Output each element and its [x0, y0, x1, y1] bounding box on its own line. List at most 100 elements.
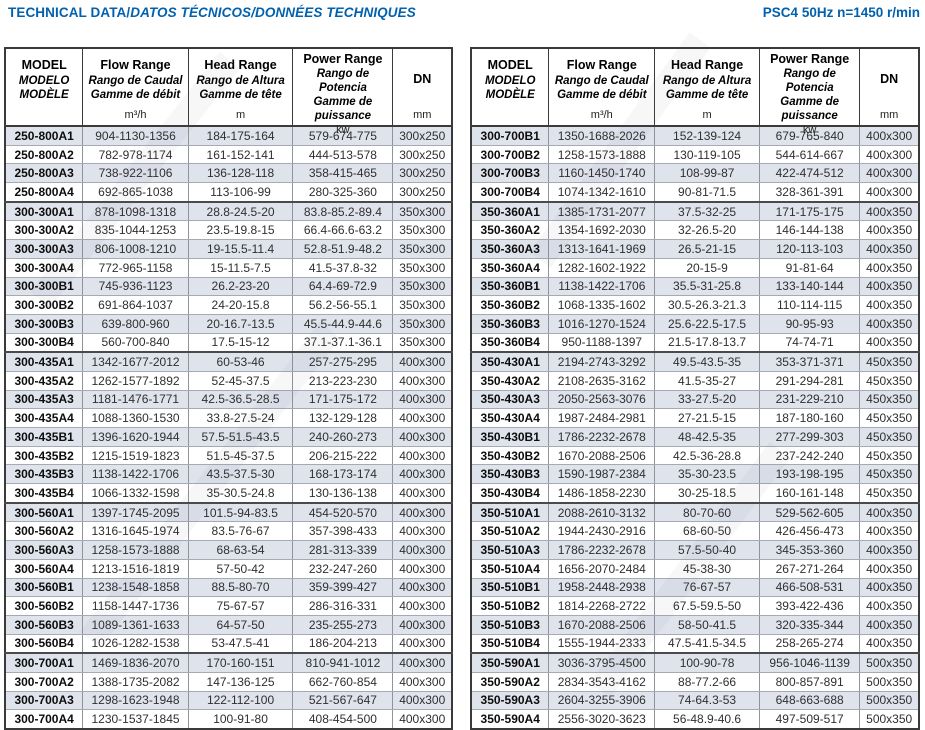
- dn-cell: 400x350: [859, 276, 920, 297]
- dn-cell: 300x250: [392, 182, 453, 203]
- power-label-es: Rango de Potencia: [783, 68, 836, 95]
- model-label-fr: MODÈLE: [19, 88, 69, 101]
- dn-cell: 400x300: [859, 125, 920, 146]
- model-label-es: MODELO: [18, 74, 70, 87]
- model-cell: 250-800A3: [4, 163, 84, 184]
- model-cell: 300-435A4: [4, 408, 84, 428]
- head-label-fr: Gamme de tête: [199, 88, 282, 101]
- head-range-cell: 68-60-50: [654, 521, 760, 542]
- flow-label-fr: Gamme de débit: [557, 88, 647, 101]
- flow-range-cell: 692-865-1038: [82, 182, 189, 203]
- power-range-cell: 277-299-303: [758, 427, 861, 447]
- flow-range-cell: 1350-1688-2026: [548, 125, 656, 146]
- head-range-cell: 45-38-30: [654, 558, 760, 579]
- table-row: 300-560A2 1316-1645-1974 83.5-76-67 357-398…: [4, 521, 453, 542]
- col-header-flow: Flow Range Rango de Caudal Gamme de débi…: [82, 47, 189, 127]
- head-label-en: Head Range: [204, 58, 277, 73]
- flow-range-cell: 2194-2743-3292: [548, 351, 656, 372]
- flow-range-cell: 1316-1645-1974: [82, 521, 189, 542]
- power-range-cell: 213-223-230: [292, 370, 394, 391]
- power-label-en: Power Range: [770, 52, 850, 66]
- model-cell: 350-360B4: [470, 332, 550, 353]
- head-range-cell: 170-160-151: [187, 652, 294, 673]
- head-range-cell: 108-99-87: [654, 163, 760, 184]
- model-cell: 300-435B2: [4, 445, 84, 466]
- head-range-cell: 20-15-9: [654, 257, 760, 278]
- model-cell: 350-510B1: [470, 577, 550, 598]
- head-range-cell: 57.5-51.5-43.5: [187, 427, 294, 447]
- head-range-cell: 101.5-94-83.5: [187, 501, 294, 523]
- head-range-cell: 32-26.5-20: [654, 220, 760, 241]
- head-range-cell: 130-119-105: [654, 144, 760, 165]
- head-range-cell: 37.5-32-25: [654, 200, 760, 222]
- dn-cell: 400x350: [859, 614, 920, 635]
- flow-range-cell: 1469-1836-2070: [82, 652, 189, 673]
- power-range-cell: 231-229-210: [758, 389, 861, 410]
- table-row: 300-435A4 1088-1360-1530 33.8-27.5-24 132-1…: [4, 408, 453, 428]
- flow-range-cell: 1590-1987-2384: [548, 464, 656, 485]
- dn-cell: 500x350: [859, 652, 920, 673]
- col-header-head: Head Range Rango de Altura Gamme de tête…: [187, 47, 294, 127]
- dn-cell: 400x300: [392, 652, 453, 673]
- head-range-cell: 49.5-43.5-35: [654, 351, 760, 372]
- power-range-cell: 171-175-172: [292, 389, 394, 410]
- flow-range-cell: 772-965-1158: [82, 257, 189, 278]
- col-header-dn: DN mm: [392, 47, 453, 127]
- dn-cell: 350x300: [392, 239, 453, 259]
- flow-range-cell: 1158-1447-1736: [82, 596, 189, 616]
- power-label-fr: Gamme de puissance: [780, 96, 840, 123]
- dn-cell: 400x300: [392, 521, 453, 542]
- table-row: 300-300B3 639-800-960 20-16.7-13.5 45.5-44.…: [4, 313, 453, 334]
- flow-range-cell: 1388-1735-2082: [82, 671, 189, 692]
- table-row: 350-360B3 1016-1270-1524 25.6-22.5-17.5 90-…: [470, 313, 920, 334]
- model-cell: 250-800A2: [4, 144, 84, 165]
- dn-cell: 400x350: [859, 257, 920, 278]
- power-range-cell: 132-129-128: [292, 408, 394, 428]
- col-header-dn: DN mm: [859, 47, 920, 127]
- model-label-fr: MODÈLE: [485, 88, 535, 101]
- head-range-cell: 42.5-36-28.8: [654, 445, 760, 466]
- flow-range-cell: 738-922-1106: [82, 163, 189, 184]
- model-cell: 250-800A4: [4, 182, 84, 203]
- dn-cell: 450x350: [859, 408, 920, 428]
- model-cell: 350-430A4: [470, 408, 550, 428]
- head-range-cell: 51.5-45-37.5: [187, 445, 294, 466]
- table-row: 300-700A4 1230-1537-1845 100-91-80 408-454-…: [4, 709, 453, 730]
- flow-range-cell: 1656-2070-2484: [548, 558, 656, 579]
- table-row: 300-700B3 1160-1450-1740 108-99-87 422-474-…: [470, 163, 920, 184]
- table-header-row: MODEL MODELO MODÈLE Flow Range Rango de …: [4, 47, 453, 136]
- head-range-cell: 68-63-54: [187, 540, 294, 560]
- power-range-cell: 83.8-85.2-89.4: [292, 200, 394, 222]
- flow-range-cell: 1088-1360-1530: [82, 408, 189, 428]
- head-range-cell: 75-67-57: [187, 596, 294, 616]
- table-row: 300-560A4 1213-1516-1819 57-50-42 232-247-2…: [4, 558, 453, 579]
- dn-cell: 350x300: [392, 200, 453, 222]
- flow-range-cell: 1944-2430-2916: [548, 521, 656, 542]
- model-cell: 350-590A2: [470, 671, 550, 692]
- table-row: 300-435B4 1066-1332-1598 35-30.5-24.8 130-1…: [4, 483, 453, 504]
- model-cell: 300-300B1: [4, 276, 84, 297]
- table-row: 300-435A1 1342-1677-2012 60-53-46 257-275-2…: [4, 351, 453, 372]
- power-range-cell: 497-509-517: [758, 709, 861, 730]
- table-row: 300-560B4 1026-1282-1538 53-47.5-41 186-204…: [4, 633, 453, 654]
- table-row: 350-510A4 1656-2070-2484 45-38-30 267-271-2…: [470, 558, 920, 579]
- dn-cell: 400x300: [859, 163, 920, 184]
- model-cell: 300-435A3: [4, 389, 84, 410]
- flow-label-en: Flow Range: [566, 58, 637, 73]
- flow-range-cell: 1262-1577-1892: [82, 370, 189, 391]
- power-range-cell: 232-247-260: [292, 558, 394, 579]
- model-label-en: MODEL: [21, 58, 67, 73]
- table-row: 350-430B1 1786-2232-2678 48-42.5-35 277-299…: [470, 427, 920, 447]
- table-row: 300-560A3 1258-1573-1888 68-63-54 281-313-3…: [4, 540, 453, 560]
- power-range-cell: 291-294-281: [758, 370, 861, 391]
- model-cell: 300-560B3: [4, 614, 84, 635]
- dn-cell: 400x300: [392, 501, 453, 523]
- power-range-cell: 237-242-240: [758, 445, 861, 466]
- page-title-en: TECHNICAL DATA/: [8, 5, 131, 20]
- head-range-cell: 60-53-46: [187, 351, 294, 372]
- flow-range-cell: 745-936-1123: [82, 276, 189, 297]
- power-range-cell: 130-136-138: [292, 483, 394, 504]
- table-row: 300-300A1 878-1098-1318 28.8-24.5-20 83.8-8…: [4, 200, 453, 222]
- table-row: 350-510B4 1555-1944-2333 47.5-41.5-34.5 258…: [470, 633, 920, 654]
- power-range-cell: 679-765-840: [758, 125, 861, 146]
